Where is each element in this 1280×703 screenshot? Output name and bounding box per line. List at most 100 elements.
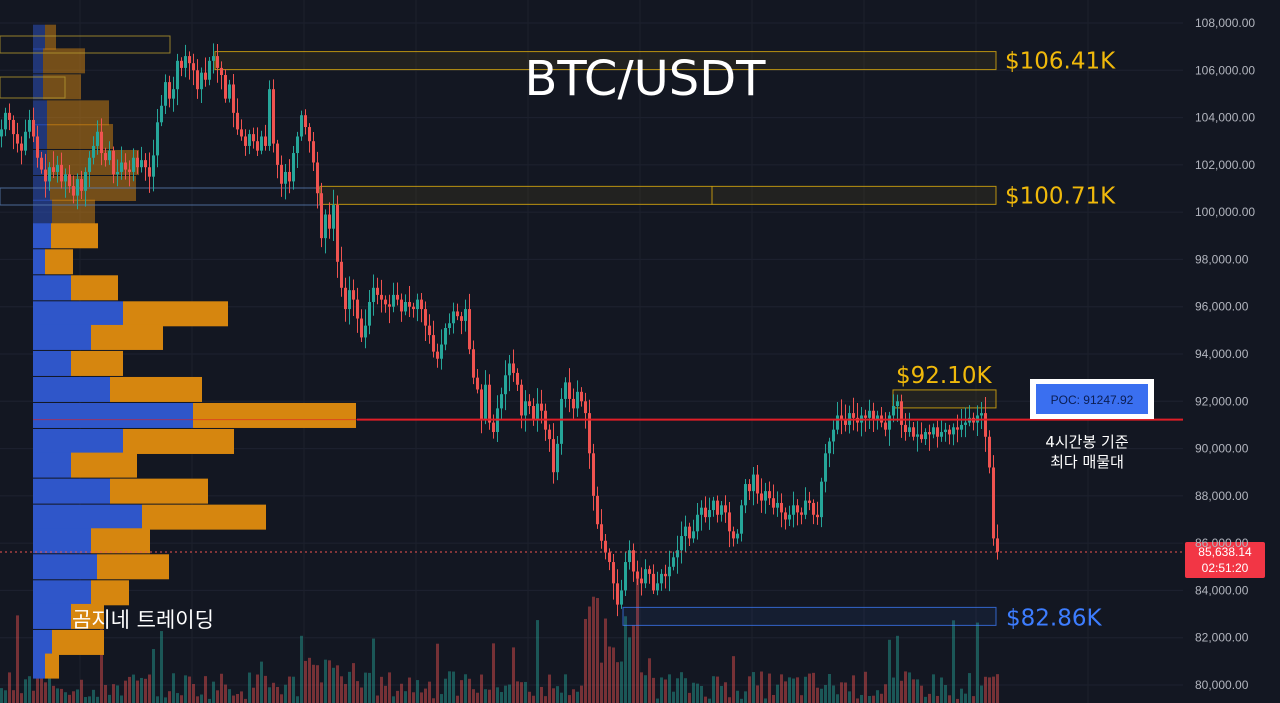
volume-bar <box>720 685 723 703</box>
candle-body <box>720 505 723 515</box>
volume-bar <box>568 695 571 703</box>
candle-body <box>360 318 363 338</box>
volume-bar <box>140 677 143 703</box>
candle-body <box>744 484 747 506</box>
candle-body <box>600 524 603 541</box>
y-tick-label: 94,000.00 <box>1195 347 1249 361</box>
candle-body <box>532 406 535 421</box>
volume-bar <box>60 688 63 703</box>
volume-bar <box>552 688 555 703</box>
candle-body <box>248 134 251 146</box>
candle-body <box>940 432 943 437</box>
volume-bar <box>908 672 911 703</box>
profile-sell-bar <box>45 249 73 275</box>
candle-body <box>728 512 731 532</box>
poc-label: POC: 91247.92 <box>1051 393 1134 407</box>
volume-bar <box>724 682 727 703</box>
volume-bar <box>136 680 139 703</box>
volume-bar <box>644 675 647 703</box>
volume-bar <box>540 686 543 703</box>
volume-bar <box>800 695 803 703</box>
volume-bar <box>388 672 391 703</box>
candle-body <box>628 550 631 563</box>
volume-bar <box>392 696 395 703</box>
candle-body <box>400 299 403 312</box>
candle-body <box>24 131 27 151</box>
candle-body <box>636 571 639 579</box>
candle-body <box>592 453 595 496</box>
volume-bar <box>952 620 955 703</box>
poc-note: 4시간봉 기준 <box>1045 433 1129 451</box>
volume-bar <box>728 697 731 703</box>
volume-bar <box>428 681 431 703</box>
volume-bar <box>224 684 227 703</box>
candle-body <box>996 538 999 552</box>
profile-buy-bar <box>33 350 71 376</box>
volume-bar <box>916 679 919 703</box>
candle-body <box>644 569 647 584</box>
volume-bar <box>860 694 863 703</box>
candle-body <box>140 160 143 168</box>
candle-body <box>656 583 659 591</box>
volume-bar <box>584 618 587 703</box>
candle-body <box>732 531 735 539</box>
volume-bar <box>348 671 351 703</box>
candle-body <box>476 377 479 390</box>
candle-body <box>428 325 431 336</box>
volume-bar <box>344 684 347 703</box>
candle-body <box>988 436 991 468</box>
volume-bar <box>632 625 635 703</box>
candle-body <box>116 171 119 175</box>
volume-bar <box>52 685 55 703</box>
volume-bar <box>640 672 643 703</box>
volume-bar <box>216 690 219 703</box>
volume-bar <box>524 681 527 703</box>
volume-bar <box>424 688 427 703</box>
candle-body <box>784 512 787 520</box>
volume-bar <box>116 685 119 703</box>
candle-body <box>624 562 627 591</box>
volume-bar <box>92 689 95 703</box>
volume-bar <box>872 695 875 703</box>
candle-body <box>816 514 819 518</box>
volume-bar <box>492 643 495 703</box>
profile-buy-bar <box>33 376 110 402</box>
volume-bar <box>616 662 619 703</box>
candle-body <box>156 122 159 156</box>
candle-body <box>432 335 435 352</box>
volume-bar <box>480 674 483 703</box>
volume-bar <box>948 695 951 703</box>
candle-body <box>828 441 831 454</box>
candle-body <box>124 162 127 170</box>
candle-body <box>760 493 763 501</box>
price-axis[interactable]: 80,000.00 82,000.00 84,000.00 86,000.00 88,0… <box>1195 16 1255 692</box>
y-tick-label: 90,000.00 <box>1195 442 1249 456</box>
candle-body <box>916 434 919 437</box>
current-price-tag <box>1185 542 1265 578</box>
candle-body <box>708 510 711 518</box>
candle-body <box>680 536 683 551</box>
candle-body <box>36 136 39 158</box>
volume-bar <box>816 687 819 703</box>
volume-bar <box>376 695 379 703</box>
candle-body <box>408 301 411 307</box>
candle-body <box>960 424 963 430</box>
candle-body <box>456 311 459 317</box>
profile-sell-bar <box>43 48 85 74</box>
volume-bar <box>856 698 859 703</box>
candle-body <box>272 89 275 144</box>
candle-body <box>420 299 423 310</box>
volume-bar <box>600 662 603 703</box>
candle-body <box>832 429 835 442</box>
profile-sell-bar <box>71 275 118 301</box>
candle-body <box>936 427 939 437</box>
candle-body <box>516 372 519 385</box>
candle-body <box>256 141 259 151</box>
candle-body <box>900 401 903 425</box>
volume-bar <box>132 674 135 703</box>
candle-body <box>884 422 887 430</box>
profile-sell-bar <box>52 629 104 655</box>
volume-bar <box>248 672 251 703</box>
candle-body <box>332 205 335 229</box>
